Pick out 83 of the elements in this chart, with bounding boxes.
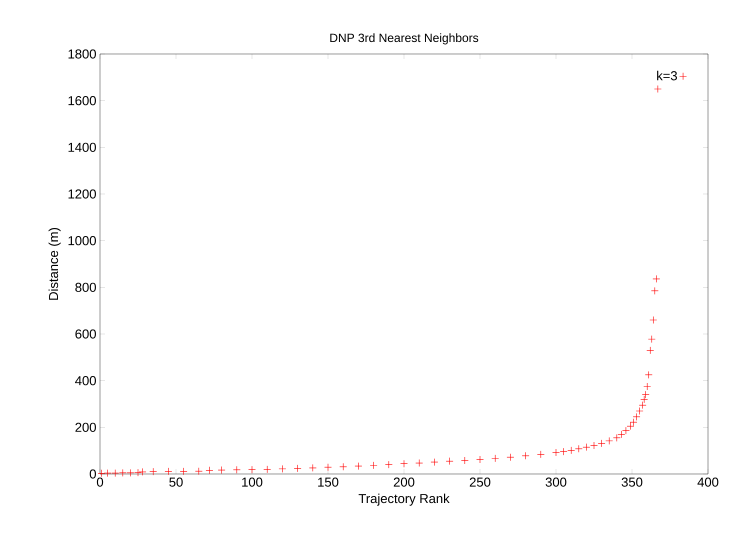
point <box>552 448 560 456</box>
point <box>400 460 408 468</box>
point <box>632 413 640 421</box>
chart-title: DNP 3rd Nearest Neighbors <box>330 33 478 44</box>
point <box>98 470 106 478</box>
point <box>537 450 545 458</box>
x-tick-label: 150 <box>318 478 338 487</box>
x-axis-title: Trajectory Rank <box>358 494 450 506</box>
point <box>180 468 188 476</box>
y-tick-label: 600 <box>75 329 96 339</box>
point <box>644 371 653 379</box>
point <box>652 275 660 283</box>
point <box>126 469 134 477</box>
point <box>567 446 576 454</box>
point <box>649 316 658 324</box>
point <box>476 456 484 464</box>
y-tick-label: 0 <box>90 469 96 479</box>
point <box>278 465 286 473</box>
point <box>294 464 302 472</box>
y-tick-label: 1200 <box>68 189 96 199</box>
x-tick-label: 200 <box>394 478 414 487</box>
x-tick-label: 250 <box>470 478 490 487</box>
point <box>218 466 226 474</box>
point <box>263 466 271 474</box>
point <box>582 443 590 451</box>
point <box>605 437 614 445</box>
point <box>104 469 112 477</box>
point <box>613 434 621 442</box>
point <box>646 346 654 354</box>
point <box>622 426 630 434</box>
point <box>354 462 362 470</box>
point <box>430 458 438 466</box>
point <box>648 335 656 343</box>
x-tick-label: 300 <box>546 478 566 487</box>
y-axis-title: Distance (m) <box>48 228 61 300</box>
point <box>134 468 142 476</box>
point <box>339 462 348 471</box>
point <box>138 468 146 476</box>
point <box>164 468 172 476</box>
point <box>461 456 469 464</box>
point <box>522 452 530 460</box>
point <box>111 469 120 477</box>
y-tick-label: 1000 <box>68 236 96 246</box>
x-tick-label: 400 <box>697 478 718 487</box>
point <box>560 448 568 456</box>
point <box>575 445 583 453</box>
point <box>415 459 423 467</box>
x-tick-label: 0 <box>96 478 104 487</box>
point <box>638 401 646 409</box>
legend-label: k=3 <box>657 70 677 80</box>
point <box>385 460 393 468</box>
point <box>598 440 606 448</box>
point <box>626 422 634 430</box>
x-tick-label: 50 <box>169 478 183 487</box>
y-tick-label: 400 <box>75 376 96 386</box>
y-tick-label: 200 <box>75 422 96 432</box>
point <box>643 382 652 390</box>
point <box>119 469 127 477</box>
point <box>491 454 500 462</box>
point <box>506 453 514 461</box>
point <box>640 396 648 404</box>
x-tick-label: 350 <box>622 478 642 487</box>
y-tick-label: 1400 <box>68 142 96 152</box>
y-tick-label: 1600 <box>68 96 96 106</box>
point <box>324 463 332 472</box>
point <box>206 466 214 474</box>
point <box>654 85 662 93</box>
y-tick-label: 1800 <box>68 49 96 59</box>
point <box>642 390 650 398</box>
point <box>248 466 256 474</box>
point <box>149 468 157 476</box>
point <box>195 467 203 475</box>
point <box>651 287 659 295</box>
point <box>309 464 317 472</box>
y-tick-label: 800 <box>75 282 96 292</box>
point <box>370 462 378 470</box>
point <box>636 407 644 415</box>
x-tick-label: 100 <box>242 478 262 487</box>
point <box>590 442 598 450</box>
point <box>446 457 454 465</box>
point <box>233 466 241 474</box>
point <box>630 418 638 426</box>
point <box>618 430 626 438</box>
